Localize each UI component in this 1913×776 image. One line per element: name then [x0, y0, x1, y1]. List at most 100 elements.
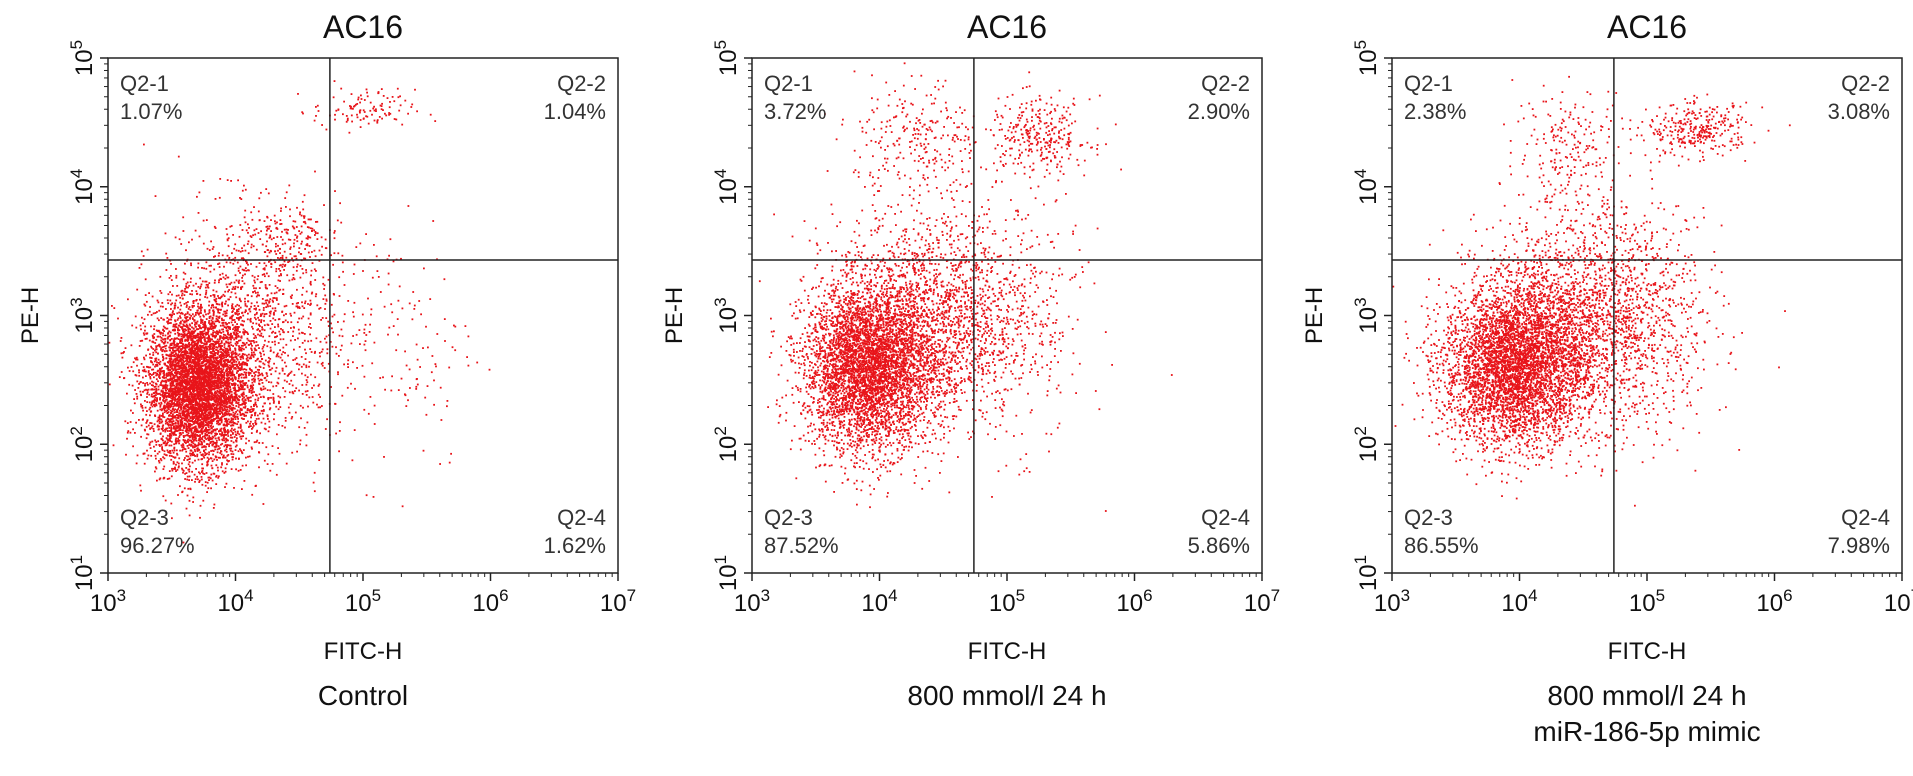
data-point: [233, 428, 236, 431]
data-point: [155, 457, 157, 460]
data-point: [212, 344, 215, 347]
data-point: [207, 424, 210, 427]
data-point: [237, 386, 240, 389]
data-point: [148, 393, 151, 396]
data-point: [183, 487, 186, 490]
data-point: [171, 417, 174, 420]
data-point: [238, 410, 241, 413]
data-point: [239, 396, 241, 398]
data-point: [172, 395, 174, 397]
data-point: [206, 397, 208, 400]
data-point: [146, 389, 149, 391]
data-point: [169, 353, 172, 356]
data-point: [179, 348, 182, 350]
data-point: [199, 347, 201, 350]
data-point: [189, 429, 191, 432]
data-point: [227, 336, 229, 339]
data-point: [172, 323, 175, 326]
data-point: [214, 446, 217, 448]
data-point: [189, 348, 192, 350]
data-point: [201, 431, 204, 434]
data-point: [180, 374, 183, 377]
data-point: [203, 416, 206, 419]
data-point: [167, 335, 170, 338]
data-point: [193, 342, 196, 345]
data-point: [168, 373, 170, 376]
data-point: [163, 457, 166, 460]
data-point: [223, 397, 225, 400]
data-point: [184, 407, 187, 410]
data-point: [219, 398, 221, 401]
data-point: [179, 412, 182, 415]
data-point: [181, 446, 184, 448]
data-point: [197, 376, 199, 378]
data-point: [188, 357, 191, 359]
data-point: [232, 407, 235, 409]
data-point: [212, 357, 215, 360]
data-point: [170, 415, 173, 418]
data-point: [231, 336, 234, 339]
data-point: [199, 392, 202, 394]
data-point: [238, 297, 241, 300]
data-point: [167, 438, 169, 441]
data-point: [189, 309, 192, 311]
data-point: [230, 371, 232, 374]
data-point: [220, 453, 223, 456]
data-point: [159, 408, 162, 411]
data-point: [227, 351, 230, 354]
data-point: [220, 466, 223, 469]
data-point: [185, 334, 188, 337]
data-point: [151, 440, 154, 443]
data-point: [156, 373, 158, 375]
data-point: [154, 365, 156, 368]
data-point: [216, 383, 218, 385]
data-point: [206, 358, 208, 361]
data-point: [140, 403, 142, 406]
data-point: [168, 414, 170, 417]
data-point: [199, 472, 201, 475]
data-point: [180, 311, 183, 314]
data-point: [202, 377, 204, 379]
data-point: [306, 421, 309, 424]
data-point: [181, 379, 184, 382]
data-point: [218, 403, 221, 406]
data-point: [229, 388, 232, 391]
data-point: [239, 306, 242, 309]
data-point: [225, 417, 228, 420]
data-point: [197, 357, 199, 360]
data-point: [229, 385, 231, 388]
data-point: [214, 320, 217, 323]
data-point: [222, 439, 224, 442]
data-point: [138, 369, 140, 372]
data-point: [192, 409, 195, 412]
data-point: [206, 481, 209, 484]
data-point: [198, 423, 201, 426]
data-point: [184, 316, 186, 319]
data-point: [161, 376, 164, 379]
data-point: [175, 359, 178, 361]
data-point: [163, 453, 166, 456]
data-point: [241, 464, 244, 467]
data-point: [184, 349, 186, 352]
data-point: [173, 344, 176, 346]
data-point: [217, 394, 220, 397]
data-point: [190, 315, 193, 317]
data-point: [234, 393, 237, 396]
data-point: [187, 447, 190, 449]
data-point: [201, 446, 203, 449]
data-point: [146, 392, 149, 395]
data-point: [176, 380, 179, 383]
data-point: [245, 464, 247, 467]
data-point: [186, 351, 189, 354]
data-point: [209, 398, 212, 401]
data-point: [224, 354, 226, 357]
data-point: [202, 382, 205, 384]
data-point: [194, 334, 197, 337]
data-point: [179, 359, 181, 362]
data-point: [204, 434, 207, 436]
data-point: [179, 342, 181, 344]
data-point: [213, 356, 215, 359]
data-point: [151, 361, 153, 364]
data-point: [201, 418, 204, 420]
data-point: [203, 404, 206, 406]
